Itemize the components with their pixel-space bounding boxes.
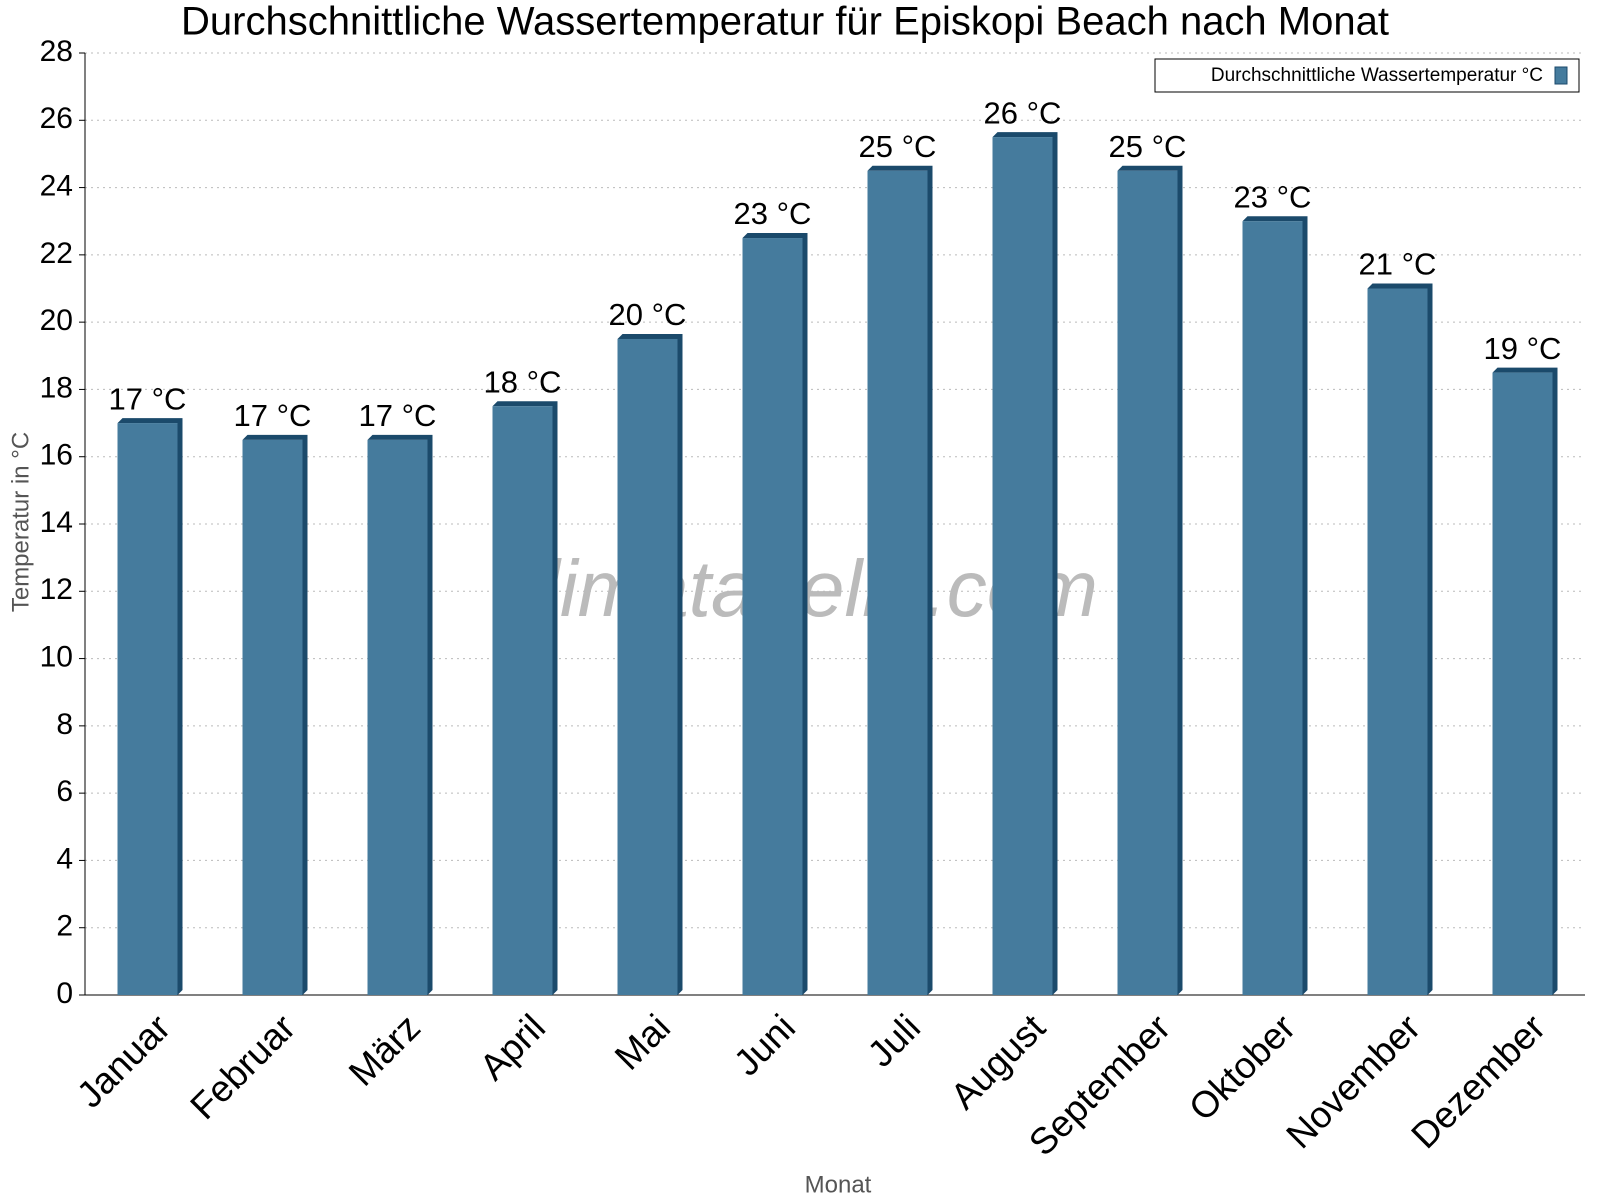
x-tick-label: März	[341, 1007, 428, 1094]
y-tick-label: 22	[40, 237, 73, 270]
y-axis-label: Temperatur in °C	[7, 432, 34, 612]
value-label: 26 °C	[984, 95, 1062, 130]
bar	[867, 170, 928, 995]
y-tick-label: 28	[40, 35, 73, 68]
y-tick-label: 16	[40, 439, 73, 472]
legend-swatch	[1554, 66, 1568, 85]
bar	[117, 423, 178, 996]
bar	[1242, 221, 1303, 995]
x-tick-label: April	[472, 1007, 553, 1088]
bar	[742, 238, 803, 996]
y-tick-label: 24	[40, 169, 73, 202]
x-tick-label: November	[1278, 1007, 1428, 1157]
y-tick-label: 10	[40, 640, 73, 673]
legend-box	[1154, 58, 1580, 93]
value-label: 19 °C	[1484, 331, 1562, 366]
y-tick-label: 2	[56, 910, 73, 943]
bar	[1117, 170, 1178, 995]
x-tick-label: August	[943, 1006, 1054, 1117]
value-label: 18 °C	[484, 364, 562, 399]
value-label: 20 °C	[609, 297, 687, 332]
value-label: 17 °C	[359, 398, 437, 433]
value-label: 23 °C	[734, 196, 812, 231]
y-tick-label: 8	[56, 708, 73, 741]
y-tick-label: 26	[40, 102, 73, 135]
x-tick-label: Juni	[726, 1007, 803, 1084]
y-tick-label: 20	[40, 304, 73, 337]
value-label: 25 °C	[1109, 129, 1187, 164]
x-tick-label: Februar	[182, 1007, 303, 1128]
y-tick-label: 14	[40, 506, 73, 539]
value-label: 17 °C	[234, 398, 312, 433]
bar	[367, 439, 428, 996]
x-tick-label: Oktober	[1181, 1007, 1303, 1129]
legend-label: Durchschnittliche Wassertemperatur °C	[1211, 65, 1543, 86]
y-tick-label: 12	[40, 573, 73, 606]
bar	[1492, 372, 1553, 995]
bar	[992, 137, 1053, 995]
value-label: 17 °C	[109, 381, 187, 416]
y-tick-label: 6	[56, 775, 73, 808]
x-tick-label: Mai	[607, 1007, 678, 1078]
x-tick-label: Dezember	[1403, 1007, 1553, 1157]
value-label: 25 °C	[859, 129, 937, 164]
x-axis-label: Monat	[805, 1171, 872, 1198]
bar	[1367, 288, 1428, 995]
chart-title: Durchschnittliche Wassertemperatur für E…	[181, 0, 1389, 44]
legend: Durchschnittliche Wassertemperatur °C	[1154, 58, 1580, 93]
value-label: 23 °C	[1234, 179, 1312, 214]
y-tick-label: 0	[56, 977, 73, 1010]
value-label: 21 °C	[1359, 247, 1437, 282]
x-tick-label: Januar	[69, 1007, 178, 1116]
y-tick-label: 4	[56, 842, 73, 875]
bar	[617, 338, 678, 995]
bar	[242, 439, 303, 996]
bar	[492, 406, 553, 995]
x-tick-label: Juli	[860, 1007, 928, 1075]
y-tick-label: 18	[40, 371, 73, 404]
